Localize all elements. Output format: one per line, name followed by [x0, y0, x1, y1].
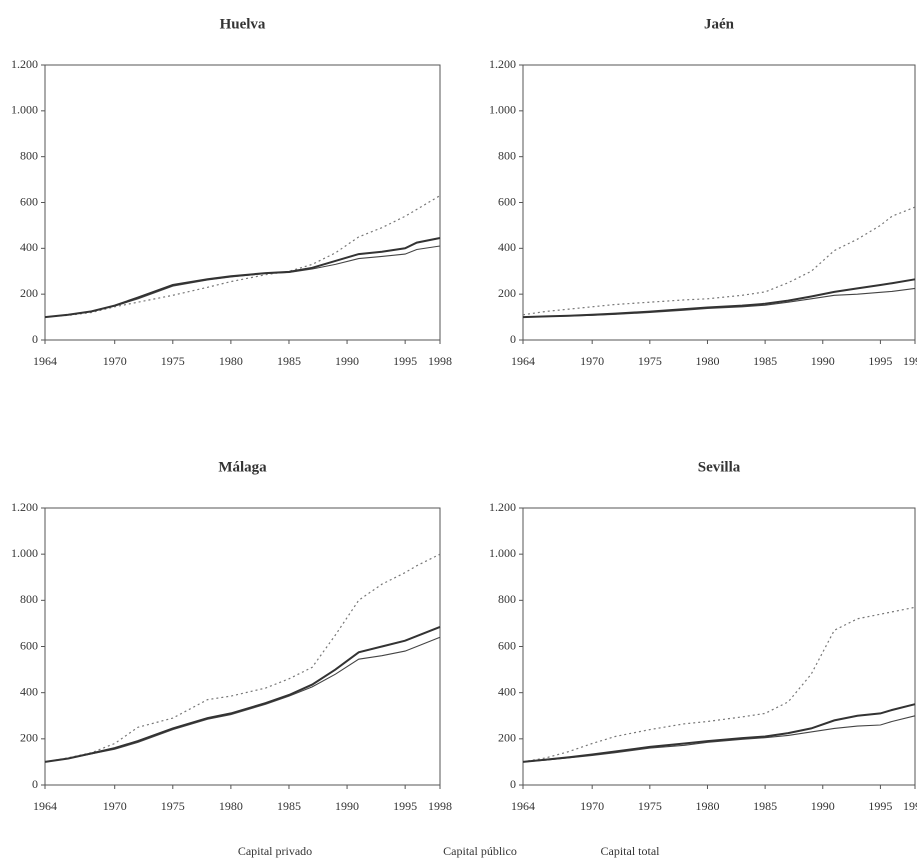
- x-tick-label: 1975: [638, 354, 662, 368]
- y-tick-label: 1.200: [11, 57, 38, 71]
- series-line: [44, 237, 441, 319]
- legend-label: Capital total: [601, 844, 661, 858]
- x-tick-label: 1975: [161, 799, 185, 813]
- x-tick-label: 1980: [219, 799, 243, 813]
- chart-title: Jaén: [704, 16, 735, 32]
- plot-frame: [522, 64, 916, 341]
- x-tick-label: 1980: [695, 799, 719, 813]
- y-tick-label: 600: [498, 638, 516, 652]
- y-tick-label: 1.200: [11, 500, 38, 514]
- y-tick-label: 0: [32, 332, 38, 346]
- x-tick-label: 1998: [903, 354, 917, 368]
- series-line: [522, 278, 916, 319]
- y-tick-label: 800: [20, 148, 38, 162]
- y-tick-label: 600: [20, 194, 38, 208]
- y-tick-label: 1.000: [11, 546, 38, 560]
- y-tick-label: 800: [498, 148, 516, 162]
- series-line: [44, 553, 441, 763]
- series-line: [44, 625, 441, 763]
- y-tick-label: 200: [498, 731, 516, 745]
- x-tick-label: 1964: [511, 799, 535, 813]
- x-tick-label: 1990: [811, 354, 835, 368]
- legend-label: Capital privado: [238, 844, 312, 858]
- series-line: [44, 636, 441, 763]
- plot-frame: [44, 64, 441, 341]
- series-line: [522, 703, 916, 763]
- plot-frame: [522, 507, 916, 786]
- x-tick-label: 1998: [428, 354, 452, 368]
- x-tick-label: 1970: [580, 799, 604, 813]
- series-line: [522, 287, 916, 318]
- y-tick-label: 800: [498, 592, 516, 606]
- series-line: [44, 195, 441, 318]
- x-tick-label: 1975: [161, 354, 185, 368]
- x-tick-label: 1985: [277, 799, 301, 813]
- x-tick-label: 1998: [428, 799, 452, 813]
- x-tick-label: 1970: [580, 354, 604, 368]
- y-tick-label: 200: [20, 286, 38, 300]
- series-line: [44, 245, 441, 318]
- y-tick-label: 600: [498, 194, 516, 208]
- x-tick-label: 1980: [219, 354, 243, 368]
- y-tick-label: 400: [498, 684, 516, 698]
- x-tick-label: 1964: [33, 799, 57, 813]
- y-tick-label: 1.200: [489, 57, 516, 71]
- x-tick-label: 1995: [868, 799, 892, 813]
- legend-label: Capital público: [443, 844, 517, 858]
- chart-title: Málaga: [218, 459, 267, 475]
- x-tick-label: 1990: [811, 799, 835, 813]
- x-tick-label: 1970: [103, 799, 127, 813]
- y-tick-label: 200: [498, 286, 516, 300]
- y-tick-label: 1.000: [489, 103, 516, 117]
- y-tick-label: 0: [32, 777, 38, 791]
- x-tick-label: 1970: [103, 354, 127, 368]
- x-tick-label: 1995: [393, 799, 417, 813]
- y-tick-label: 400: [20, 240, 38, 254]
- y-tick-label: 600: [20, 638, 38, 652]
- y-tick-label: 1.000: [11, 103, 38, 117]
- x-tick-label: 1998: [903, 799, 917, 813]
- x-tick-label: 1985: [277, 354, 301, 368]
- x-tick-label: 1964: [511, 354, 535, 368]
- x-tick-label: 1985: [753, 354, 777, 368]
- y-tick-label: 400: [498, 240, 516, 254]
- y-tick-label: 0: [510, 332, 516, 346]
- y-tick-label: 1.200: [489, 500, 516, 514]
- x-tick-label: 1995: [393, 354, 417, 368]
- y-tick-label: 400: [20, 684, 38, 698]
- series-line: [522, 206, 916, 316]
- chart-title: Huelva: [220, 16, 266, 32]
- chart-title: Sevilla: [698, 459, 741, 475]
- x-tick-label: 1995: [868, 354, 892, 368]
- x-tick-label: 1964: [33, 354, 57, 368]
- series-line: [522, 606, 916, 763]
- x-tick-label: 1990: [335, 799, 359, 813]
- x-tick-label: 1980: [695, 354, 719, 368]
- y-tick-label: 800: [20, 592, 38, 606]
- x-tick-label: 1990: [335, 354, 359, 368]
- y-tick-label: 1.000: [489, 546, 516, 560]
- x-tick-label: 1975: [638, 799, 662, 813]
- y-tick-label: 200: [20, 731, 38, 745]
- x-tick-label: 1985: [753, 799, 777, 813]
- y-tick-label: 0: [510, 777, 516, 791]
